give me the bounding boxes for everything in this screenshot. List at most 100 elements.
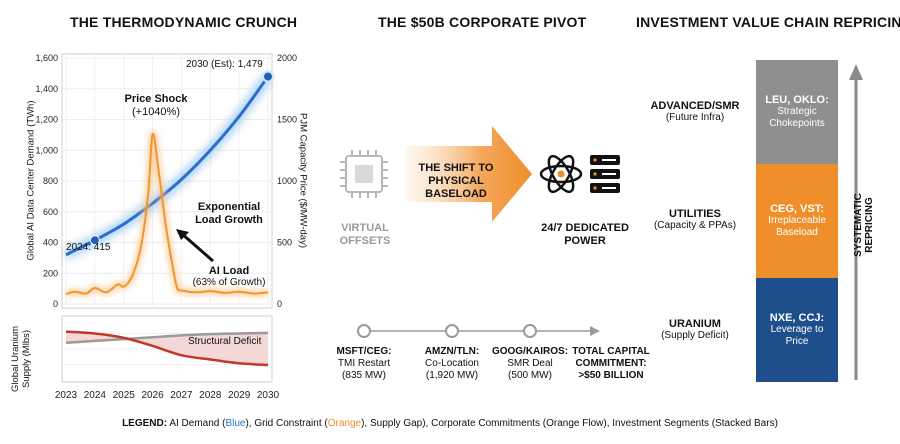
bar-advanced-line2: Chokepoints	[769, 118, 825, 129]
dedicated-power-label: 24/7 DEDICATED POWER	[530, 222, 640, 248]
total-commitment: TOTAL CAPITAL COMMITMENT: >$50 BILLION	[566, 346, 656, 382]
segment-utilities-sub: (Capacity & PPAs)	[653, 220, 737, 231]
legend: LEGEND: AI Demand (Blue), Grid Constrain…	[0, 418, 900, 429]
total-line1: TOTAL CAPITAL	[572, 346, 650, 357]
demand-y-tick: 600	[43, 207, 58, 217]
section-title-pivot: THE $50B CORPORATE PIVOT	[378, 14, 587, 30]
ai-load-arrow-head	[176, 229, 189, 240]
deal-node-goog	[523, 324, 537, 338]
deal-msft-line2: (835 MW)	[342, 370, 386, 381]
timeline-arrow-head	[590, 326, 600, 336]
year-tick: 2024	[84, 390, 107, 401]
section-title-thermodynamic: THE THERMODYNAMIC CRUNCH	[70, 14, 298, 30]
virtual-offsets-line2: OFFSETS	[339, 235, 391, 247]
deal-amzn-line1: Co-Location	[425, 358, 479, 369]
legend-grid: ), Grid Constraint (	[245, 418, 328, 429]
capacity-y-tick: 1500	[277, 115, 297, 125]
demand-y-ticks: 0 200 400 600 800 1,000 1,200 1,400 1,600	[35, 53, 58, 309]
section-title-value-chain: INVESTMENT VALUE CHAIN REPRICING	[636, 14, 900, 30]
uranium-y-label-line2: Supply (Mlbs)	[21, 329, 32, 389]
deal-node-msft	[357, 324, 371, 338]
demand-y-tick: 1,400	[35, 84, 58, 94]
demand-y-tick: 1,200	[35, 115, 58, 125]
bar-segment-uranium: NXE, CCJ: Leverage to Price	[756, 278, 838, 382]
deal-goog-name: GOOG/KAIROS:	[491, 346, 569, 357]
demand-y-tick: 200	[43, 268, 58, 278]
year-tick: 2027	[170, 390, 193, 401]
bar-utilities-line2: Baseload	[776, 227, 818, 238]
segment-advanced-sub: (Future Infra)	[665, 112, 725, 123]
segment-uranium-name: URANIUM	[669, 318, 721, 330]
bar-uranium-line2: Price	[785, 336, 809, 347]
deal-msft-line1: TMI Restart	[337, 358, 391, 369]
shift-line2: PHYSICAL	[428, 175, 484, 187]
capacity-y-tick: 2000	[277, 53, 297, 63]
growth-line1: Exponential	[197, 201, 261, 213]
bar-advanced-title: LEU, OKLO:	[765, 94, 829, 106]
price-shock-sub: (+1040%)	[131, 106, 180, 118]
shift-arrow	[406, 126, 532, 222]
year-tick: 2030	[257, 390, 280, 401]
bar-segment-utilities: CEG, VST: Irreplaceable Baseload	[756, 164, 838, 278]
capacity-price-line	[65, 132, 269, 296]
segment-label-utilities: UTILITIES (Capacity & PPAs)	[635, 208, 755, 232]
repricing-axis-label: SYSTEMATIC REPRICING	[853, 193, 875, 257]
demand-2024-point	[89, 235, 100, 246]
year-tick: 2028	[199, 390, 222, 401]
demand-y-tick: 1,000	[35, 145, 58, 155]
segment-utilities-name: UTILITIES	[669, 208, 721, 220]
legend-ai-color: Blue	[225, 418, 246, 429]
year-tick: 2029	[228, 390, 251, 401]
deal-msft: MSFT/CEG: TMI Restart (835 MW)	[319, 346, 409, 382]
year-tick: 2026	[141, 390, 164, 401]
legend-rest: ), Supply Gap), Corporate Commitments (O…	[361, 418, 778, 429]
ai-load-arrow	[180, 231, 214, 263]
legend-grid-color: Orange	[327, 418, 362, 429]
ai-load-label: AI Load (63% of Growth)	[186, 265, 272, 289]
segment-label-advanced: ADVANCED/SMR (Future Infra)	[635, 100, 755, 124]
deal-node-amzn	[445, 324, 459, 338]
total-line2: COMMITMENT:	[575, 358, 647, 369]
uranium-y-label-line1: Global Uranium	[10, 326, 21, 392]
capacity-y-tick: 500	[277, 238, 292, 248]
capacity-y-tick: 0	[277, 299, 282, 309]
legend-prefix: LEGEND:	[122, 418, 168, 429]
capacity-y-axis-label: PJM Capacity Price ($/MW-day)	[297, 113, 309, 248]
dedicated-power-line2: POWER	[564, 235, 606, 247]
demand-y-tick: 1,600	[35, 53, 58, 63]
growth-line2: Load Growth	[195, 214, 263, 226]
atom-icon	[539, 154, 583, 194]
server-icon	[590, 155, 620, 193]
shift-line3: BASELOAD	[425, 188, 487, 200]
structural-deficit-label: Structural Deficit	[188, 336, 262, 347]
shift-arrow-label: THE SHIFT TO PHYSICAL BASELOAD	[410, 162, 502, 201]
bar-advanced-line1: Strategic	[777, 106, 817, 117]
bar-utilities-line1: Irreplaceable	[768, 215, 826, 226]
demand-grid	[62, 54, 272, 308]
year-tick: 2023	[55, 390, 78, 401]
ai-load-title: AI Load	[208, 265, 250, 277]
uranium-supply-line	[65, 331, 269, 345]
bar-segment-advanced: LEU, OKLO: Strategic Chokepoints	[756, 60, 838, 164]
dedicated-power-line1: 24/7 DEDICATED	[541, 222, 629, 234]
repricing-arrow-head	[849, 64, 863, 80]
year-tick: 2025	[113, 390, 136, 401]
bar-utilities-title: CEG, VST:	[770, 203, 824, 215]
price-shock-title: Price Shock	[124, 93, 188, 105]
capacity-y-ticks: 0 500 1000 1500 2000	[277, 53, 297, 309]
demand-2030-point	[262, 70, 274, 83]
uranium-x-ticks: 2023 2024 2025 2026 2027 2028 2029 2030	[55, 390, 280, 401]
price-shock-label: Price Shock (+1040%)	[110, 93, 202, 119]
bar-uranium-title: NXE, CCJ:	[769, 312, 825, 324]
deal-goog: GOOG/KAIROS: SMR Deal (500 MW)	[485, 346, 575, 382]
ai-load-sub: (63% of Growth)	[192, 277, 266, 288]
virtual-offsets-label: VIRTUAL OFFSETS	[320, 222, 410, 248]
segment-advanced-name: ADVANCED/SMR	[650, 100, 740, 112]
deal-goog-line2: (500 MW)	[508, 370, 552, 381]
exponential-growth-label: Exponential Load Growth	[182, 201, 276, 227]
start-point-label: 2024: 415	[66, 242, 111, 253]
deal-msft-name: MSFT/CEG:	[336, 346, 392, 357]
virtual-offsets-line1: VIRTUAL	[341, 222, 389, 234]
shift-line1: THE SHIFT TO	[418, 162, 494, 174]
